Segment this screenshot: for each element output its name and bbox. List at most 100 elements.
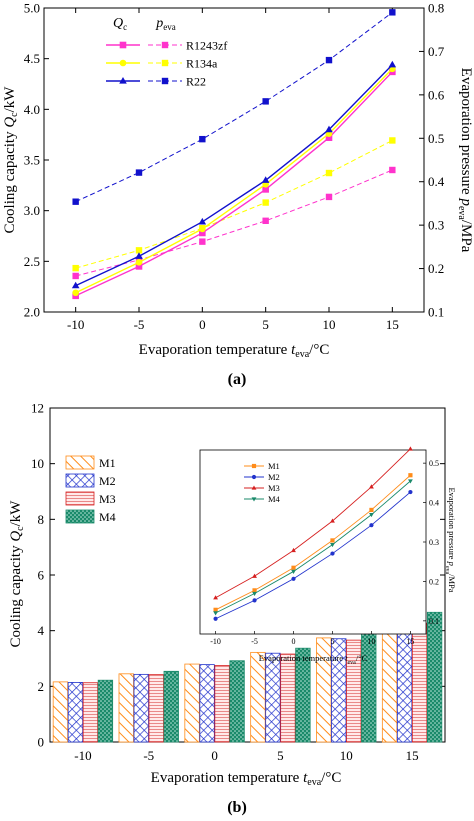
- inset-y-tick-label: 0.5: [429, 459, 439, 468]
- inset-x-tick-label: -10: [210, 637, 221, 646]
- legend-capacity-marker: [119, 41, 127, 49]
- pressure-line-R1243zf: [75, 169, 393, 277]
- inset-y-tick-label: 0.4: [429, 499, 439, 508]
- pressure-point-R134a: [135, 247, 143, 254]
- inset-line-M2: [215, 491, 411, 620]
- bar-M1: [250, 651, 266, 743]
- inset-point-M2: [330, 551, 335, 556]
- legend-label-R22: R22: [186, 75, 206, 89]
- bar-M4: [361, 632, 377, 743]
- inset-y-tick-label: 0.2: [429, 577, 439, 586]
- x-tick-label: 5: [262, 317, 269, 332]
- capacity-point-R1243zf: [199, 229, 206, 237]
- left-y-tick-label: 4.0: [24, 102, 40, 117]
- x-tick-label: -5: [134, 317, 145, 332]
- legend-label-M4: M4: [99, 510, 116, 524]
- x-tick-label: -10: [74, 748, 91, 763]
- inset-point-M3: [213, 595, 219, 600]
- x-tick-label: -10: [67, 317, 84, 332]
- inset-legend-label-M3: M3: [268, 483, 280, 493]
- bar-M1: [118, 673, 134, 743]
- capacity-point-R134a: [72, 289, 79, 297]
- legend-swatch-M2: [65, 473, 95, 488]
- left-y-tick-label: 2.5: [24, 254, 40, 269]
- pressure-point-R1243zf: [325, 193, 333, 201]
- capacity-line-R134a: [75, 68, 393, 294]
- inset-point-M2: [408, 489, 413, 495]
- inset-point-M2: [369, 523, 374, 528]
- left-y-tick-label: 2.0: [24, 305, 40, 320]
- capacity-point-R1243zf: [325, 134, 333, 142]
- inset-legend-label-M1: M1: [268, 461, 280, 471]
- inset-point-M1: [369, 507, 374, 513]
- x-tick-label: 0: [211, 748, 218, 763]
- right-y-tick-label: 0.1: [428, 305, 444, 320]
- pressure-point-R134a: [389, 137, 396, 144]
- capacity-point-R1243zf: [135, 263, 143, 270]
- left-y-tick-label: 4.5: [24, 51, 40, 66]
- panel-b-label: (b): [227, 799, 247, 816]
- capacity-point-R22: [135, 252, 143, 259]
- panel-a-plot-frame: [43, 7, 425, 313]
- bar-M4: [163, 670, 179, 743]
- x-tick-label: 0: [199, 317, 206, 332]
- y-tick-label: 10: [31, 456, 44, 471]
- x-tick-label: 15: [386, 317, 399, 332]
- bar-M2: [199, 664, 215, 743]
- pressure-point-R22: [135, 169, 143, 176]
- bar-M4: [295, 647, 311, 743]
- panel-a-line-chart: -10 -5 0 5 10 15 2.0 2.5 3.0 3.5 4.0 4.5 5.0 0.1 0.2 0.…: [2, 1, 474, 389]
- pressure-point-R134a: [262, 199, 269, 206]
- panel-a-label: (a): [228, 371, 247, 388]
- inset-point-M1: [291, 565, 296, 570]
- legend-label-R1243zf: R1243zf: [186, 39, 227, 53]
- inset-x-tick-label: 0: [292, 637, 296, 646]
- inset-point-M1: [330, 538, 335, 543]
- right-y-tick-label: 0.5: [428, 131, 444, 146]
- capacity-point-R22: [325, 125, 333, 133]
- pressure-point-R1243zf: [72, 272, 79, 280]
- inset-x-tick-label: -5: [251, 637, 258, 646]
- bar-M3: [148, 674, 164, 743]
- inset-point-M2: [252, 598, 257, 603]
- inset-legend-marker: [251, 474, 257, 480]
- bar-M1: [316, 637, 332, 743]
- inset-legend-label-M2: M2: [268, 472, 280, 482]
- x-tick-label: 15: [406, 748, 419, 763]
- pressure-point-R1243zf: [389, 166, 396, 174]
- inset-point-M3: [330, 518, 335, 523]
- panel-b-legend: M1 M2 M3 M4: [65, 455, 116, 524]
- bar-M4: [97, 679, 114, 743]
- inset-line-M1: [215, 474, 411, 611]
- inset-point-M3: [369, 484, 374, 489]
- bar-M4: [229, 660, 245, 743]
- pressure-point-R1243zf: [199, 238, 206, 245]
- inset-point-M3: [407, 446, 413, 451]
- bar-M1: [184, 663, 200, 743]
- legend-capacity-marker: [119, 59, 127, 67]
- legend-swatch-M1: [65, 455, 95, 470]
- capacity-line-R22: [75, 64, 393, 287]
- panel-b-bars: [52, 611, 443, 743]
- inset-ticks: -10 -5 0 5 10 15 0.1 0.2 0.3 0.4 0.5: [210, 459, 439, 646]
- inset-point-M4: [291, 569, 296, 574]
- panel-a-series-lines: [71, 9, 397, 300]
- bar-M2: [133, 673, 149, 743]
- bar-M3: [346, 639, 362, 743]
- right-y-tick-label: 0.6: [428, 87, 445, 102]
- pressure-line-R134a: [75, 140, 393, 269]
- inset-point-M1: [252, 588, 257, 593]
- bar-M2: [67, 682, 84, 743]
- pressure-point-R22: [72, 198, 79, 205]
- pressure-point-R134a: [325, 169, 333, 177]
- legend-header-capacity: Qc: [113, 16, 127, 32]
- legend-pressure-marker: [161, 77, 169, 85]
- panel-b-ticks: 0 2 4 6 8 10 12 -10 -5 0 5 10 15: [31, 401, 445, 763]
- panel-a-right-y-axis-title: Evaporation pressure peva/MPa: [456, 68, 474, 253]
- inset-legend-label-M4: M4: [268, 494, 281, 504]
- right-y-tick-label: 0.8: [428, 1, 444, 16]
- capacity-point-R22: [198, 217, 207, 225]
- inset-line-M4: [215, 480, 411, 614]
